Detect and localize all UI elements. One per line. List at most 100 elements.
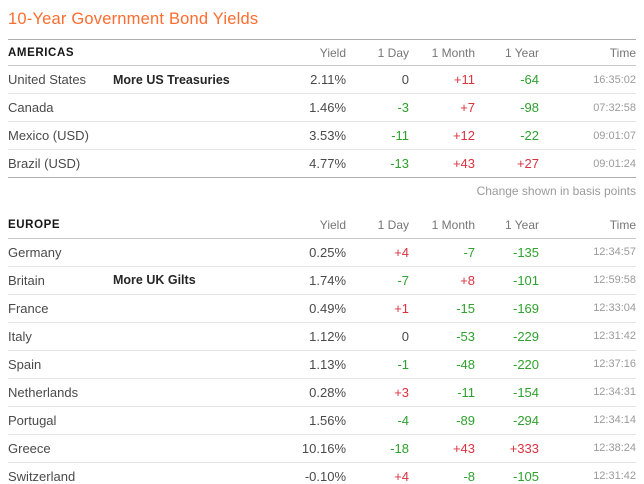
table-row: Greece 10.16% -18 +43 +333 12:38:24 (8, 434, 637, 462)
month-change-cell: +12 (452, 128, 476, 143)
column-header-time: Time (609, 45, 637, 60)
month-change-cell: +11 (453, 72, 476, 87)
empty-link-cell (113, 434, 261, 462)
month-change-cell: -89 (456, 412, 476, 428)
time-cell: 16:35:02 (593, 73, 637, 86)
section-header: AMERICAS Yield 1 Day 1 Month 1 Year Time (8, 40, 637, 66)
country-label: Britain (8, 272, 45, 288)
sections-host: AMERICAS Yield 1 Day 1 Month 1 Year Time Unite… (8, 39, 637, 484)
empty-link-cell (113, 322, 261, 350)
day-change-cell: -11 (391, 128, 410, 143)
day-change-cell: -13 (390, 156, 410, 171)
day-change-cell: +3 (394, 384, 410, 400)
month-change-cell: +43 (452, 156, 476, 171)
section-rows: Germany 0.25% +4 -7 -135 12:34:57 Britain More … (8, 238, 637, 484)
header-row: EUROPE Yield 1 Day 1 Month 1 Year Time (8, 212, 637, 238)
table-row: Brazil (USD) 4.77% -13 +43 +27 09:01:24 (8, 150, 637, 178)
time-cell: 12:31:42 (593, 330, 637, 342)
year-change-cell: -220 (512, 356, 540, 372)
month-change-cell: +8 (460, 272, 476, 288)
more-link[interactable]: More US Treasuries (113, 72, 230, 87)
table-row: Italy 1.12% 0 -53 -229 12:31:42 (8, 322, 637, 350)
yield-cell: 0.28% (309, 384, 347, 400)
yields-table-americas: AMERICAS Yield 1 Day 1 Month 1 Year Time Unite… (8, 39, 637, 178)
country-label: Brazil (USD) (8, 156, 81, 171)
year-change-cell: +27 (516, 156, 540, 171)
column-header-1-year: 1 Year (504, 217, 540, 232)
empty-link-cell (113, 122, 261, 150)
time-cell: 12:59:58 (593, 274, 637, 286)
column-header-yield: Yield (319, 45, 347, 60)
empty-link-cell (113, 150, 261, 178)
country-label: Italy (8, 328, 32, 344)
table-row: Switzerland -0.10% +4 -8 -105 12:31:42 (8, 462, 636, 484)
month-change-cell: +43 (452, 440, 476, 456)
empty-link-cell (113, 294, 261, 322)
basis-points-note: Change shown in basis points (476, 184, 636, 198)
yield-cell: 2.11% (310, 72, 347, 87)
section-label: AMERICAS (8, 46, 75, 59)
yield-cell: -0.10% (304, 468, 347, 484)
table-row: Canada 1.46% -3 +7 -98 07:32:58 (8, 94, 637, 122)
year-change-cell: -101 (512, 272, 540, 288)
yield-cell: 3.53% (309, 128, 347, 143)
time-cell: 12:34:31 (593, 386, 637, 398)
table-row: Germany 0.25% +4 -7 -135 12:34:57 (8, 238, 637, 266)
year-change-cell: -98 (520, 100, 540, 115)
year-change-cell: -229 (512, 328, 540, 344)
country-label: Greece (8, 440, 51, 456)
column-header-1-day: 1 Day (377, 45, 410, 60)
month-change-cell: -8 (463, 468, 476, 484)
year-change-cell: +333 (509, 440, 540, 456)
month-change-cell: -53 (456, 328, 476, 344)
year-change-cell: -105 (512, 468, 540, 484)
table-row: Britain More UK Gilts 1.74% -7 +8 -101 12:59:5… (8, 266, 637, 294)
country-label: Netherlands (8, 384, 79, 400)
year-change-cell: -22 (520, 128, 540, 143)
table-row: Portugal 1.56% -4 -89 -294 12:34:14 (8, 406, 637, 434)
time-cell: 07:32:58 (593, 101, 637, 114)
day-change-cell: +4 (394, 468, 410, 484)
month-change-cell: -15 (456, 300, 476, 316)
day-change-cell: 0 (401, 328, 410, 344)
column-header-1-month: 1 Month (431, 45, 476, 60)
month-change-cell: -7 (463, 244, 476, 260)
month-change-cell: +7 (460, 100, 476, 115)
yield-cell: 1.13% (309, 356, 347, 372)
time-cell: 12:31:42 (593, 470, 637, 482)
country-label: Germany (8, 244, 62, 260)
country-label: France (8, 300, 49, 316)
month-change-cell: -11 (457, 384, 476, 400)
day-change-cell: -18 (390, 440, 410, 456)
country-label: United States (8, 72, 87, 87)
empty-link-cell (113, 406, 261, 434)
year-change-cell: -64 (520, 72, 540, 87)
table-row: Netherlands 0.28% +3 -11 -154 12:34:31 (8, 378, 637, 406)
time-cell: 12:34:14 (593, 414, 637, 426)
year-change-cell: -169 (512, 300, 540, 316)
time-cell: 12:33:04 (593, 302, 637, 314)
empty-link-cell (113, 462, 261, 484)
year-change-cell: -154 (512, 384, 540, 400)
section-label: EUROPE (8, 218, 61, 231)
yield-cell: 1.56% (309, 412, 347, 428)
table-row: France 0.49% +1 -15 -169 12:33:04 (8, 294, 637, 322)
time-cell: 09:01:24 (593, 157, 637, 170)
column-header-1-day: 1 Day (377, 217, 410, 232)
yield-cell: 10.16% (301, 440, 347, 456)
column-header-yield: Yield (319, 217, 347, 232)
column-header-1-year: 1 Year (504, 45, 540, 60)
page-title: 10-Year Government Bond Yields (8, 10, 259, 28)
more-link[interactable]: More UK Gilts (113, 273, 196, 287)
yield-cell: 1.46% (309, 100, 347, 115)
day-change-cell: -4 (397, 412, 410, 428)
month-change-cell: -48 (456, 356, 476, 372)
day-change-cell: -7 (397, 272, 410, 288)
empty-link-cell (113, 378, 261, 406)
yield-cell: 4.77% (309, 156, 347, 171)
time-cell: 12:38:24 (593, 442, 637, 454)
time-cell: 12:34:57 (593, 246, 637, 258)
empty-link-cell (113, 238, 261, 266)
column-header-time: Time (609, 217, 637, 232)
